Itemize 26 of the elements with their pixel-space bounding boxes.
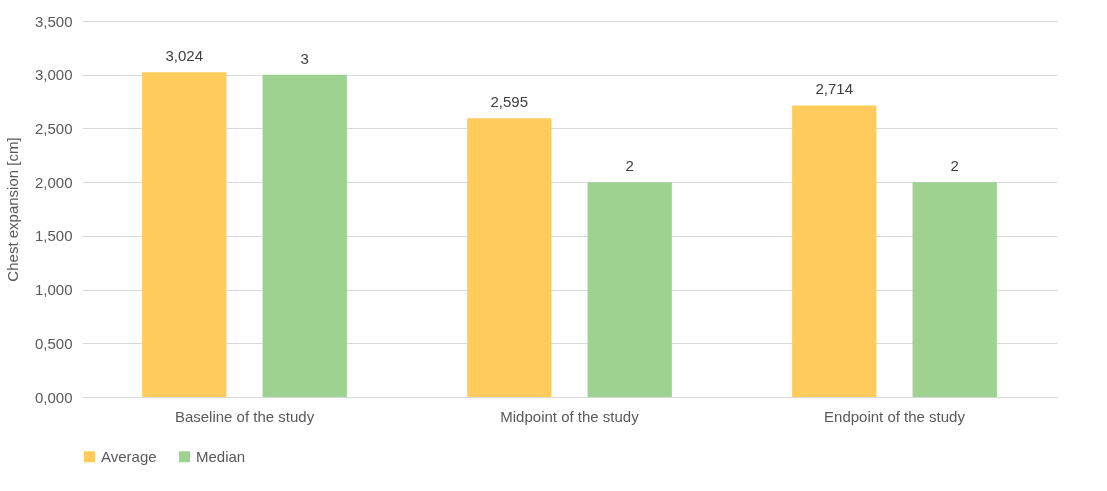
y-axis-title: Chest expansion [cm] xyxy=(3,137,21,282)
data-label: 3,024 xyxy=(165,47,204,65)
x-tick-label: Midpoint of the study xyxy=(500,407,640,425)
y-tick-label: 0,000 xyxy=(34,388,73,406)
data-label: 2 xyxy=(950,157,959,175)
bar xyxy=(467,118,552,397)
y-tick-label: 3,500 xyxy=(34,12,73,30)
data-label: 2,595 xyxy=(490,93,529,111)
legend-label: Median xyxy=(196,447,246,465)
y-tick-label: 1,500 xyxy=(34,227,73,245)
data-label: 2,714 xyxy=(815,80,854,98)
y-tick-label: 2,000 xyxy=(34,173,73,191)
y-tick-label: 1,000 xyxy=(34,281,73,299)
y-tick-label: 3,000 xyxy=(34,66,73,84)
y-tick-label: 0,500 xyxy=(34,334,73,352)
data-label: 3 xyxy=(300,49,309,67)
bar xyxy=(912,182,997,397)
legend-label: Average xyxy=(101,447,157,465)
bar xyxy=(587,182,672,397)
bar xyxy=(142,72,227,397)
data-label: 2 xyxy=(625,157,634,175)
bar xyxy=(262,74,347,397)
bar xyxy=(792,105,877,397)
x-tick-label: Endpoint of the study xyxy=(824,407,966,425)
x-tick-label: Baseline of the study xyxy=(174,407,315,425)
y-tick-label: 2,500 xyxy=(34,119,73,137)
